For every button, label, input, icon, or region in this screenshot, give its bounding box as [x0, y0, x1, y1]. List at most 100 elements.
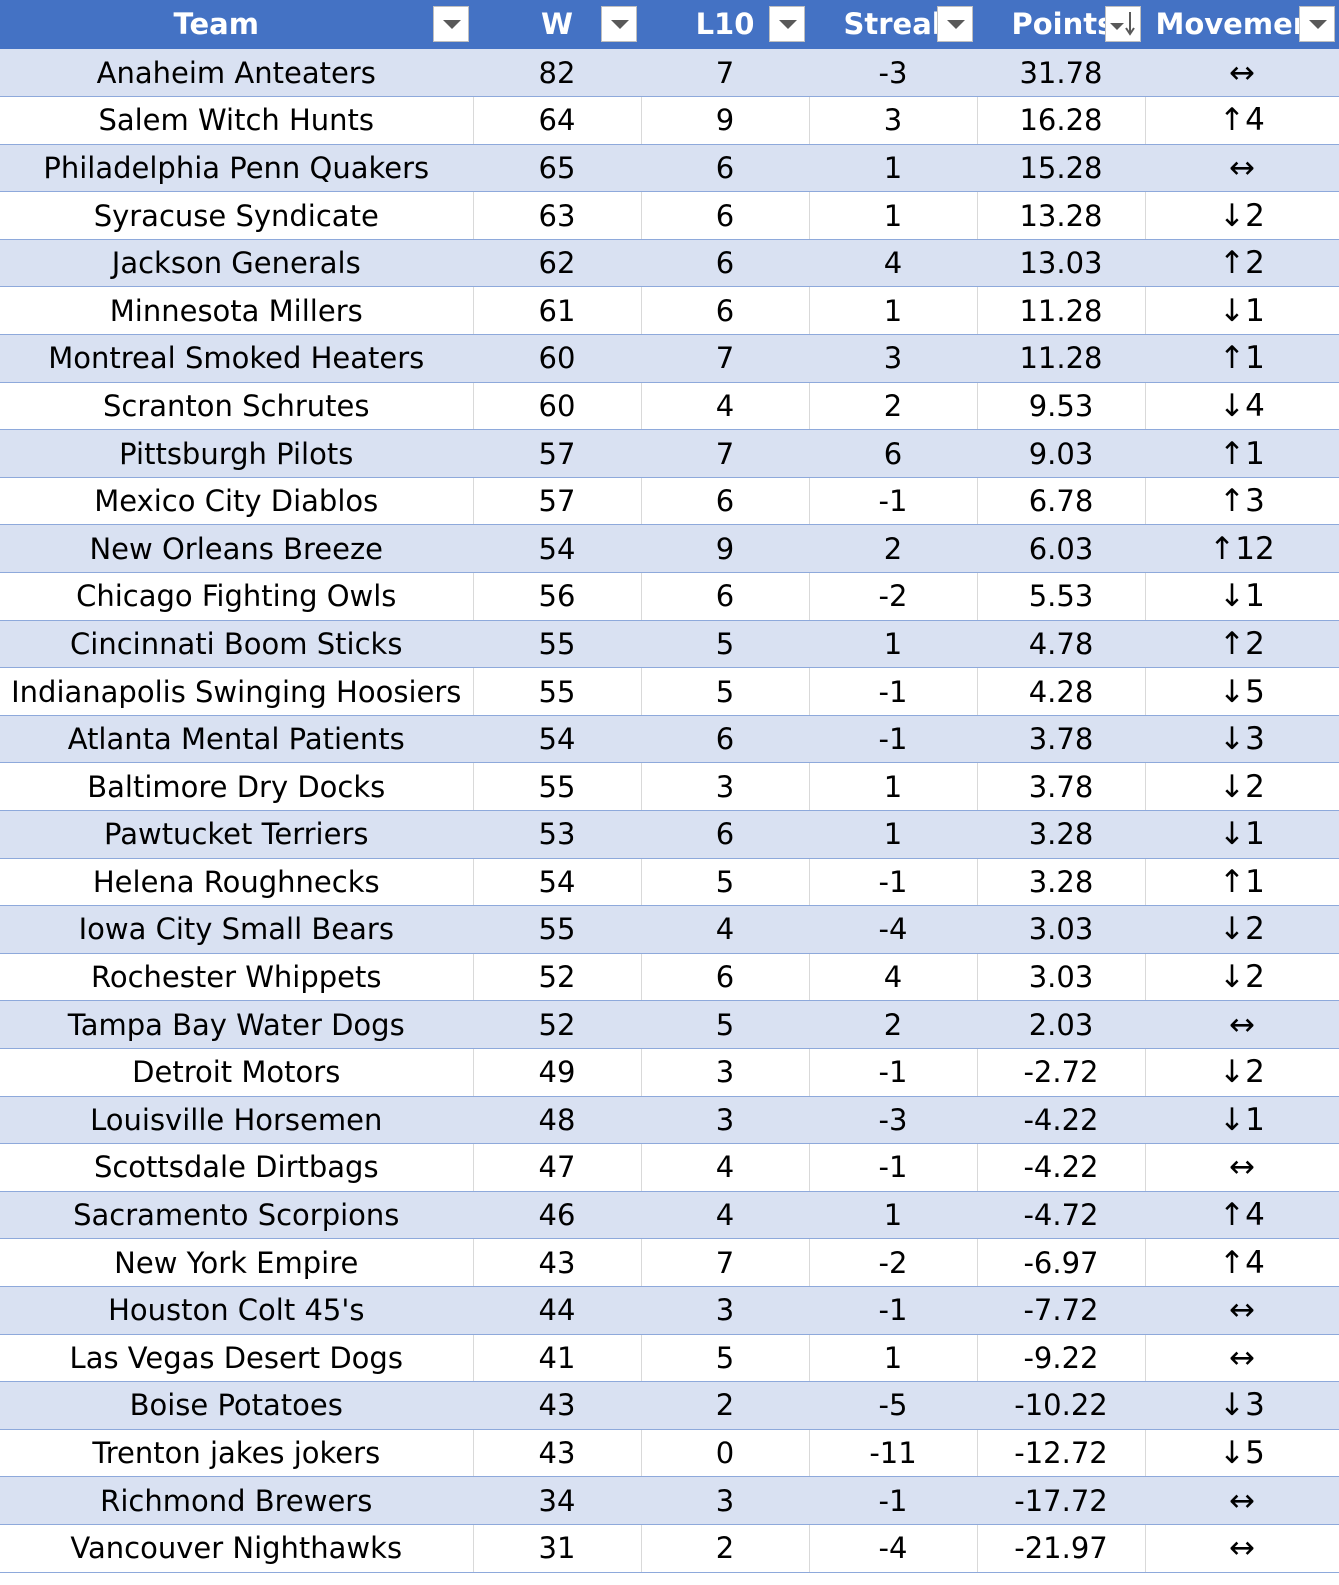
cell-streak[interactable]: 1: [809, 810, 978, 859]
table-row[interactable]: New York Empire 43 7 -2 -6.97 ↑4: [0, 1238, 1339, 1287]
cell-last-ten[interactable]: 6: [641, 715, 810, 764]
cell-movement[interactable]: ↑2: [1145, 239, 1339, 288]
cell-streak[interactable]: 1: [809, 286, 978, 336]
cell-team[interactable]: Syracuse Syndicate: [0, 191, 474, 240]
table-row[interactable]: Scranton Schrutes 60 4 2 9.53 ↓4: [0, 382, 1339, 431]
cell-team[interactable]: Scranton Schrutes: [0, 382, 474, 431]
cell-team[interactable]: Montreal Smoked Heaters: [0, 334, 474, 383]
cell-last-ten[interactable]: 5: [641, 858, 810, 907]
cell-movement[interactable]: ↔: [1145, 1524, 1339, 1573]
cell-team[interactable]: Houston Colt 45's: [0, 1286, 474, 1335]
filter-dropdown-icon[interactable]: [1298, 6, 1335, 42]
cell-wins[interactable]: 61: [473, 286, 642, 336]
cell-streak[interactable]: -1: [809, 858, 978, 907]
cell-points[interactable]: 3.28: [977, 858, 1146, 907]
cell-team[interactable]: Mexico City Diablos: [0, 477, 474, 526]
cell-last-ten[interactable]: 7: [641, 1238, 810, 1287]
cell-wins[interactable]: 43: [473, 1238, 642, 1287]
cell-movement[interactable]: ↔: [1145, 1143, 1339, 1192]
cell-last-ten[interactable]: 7: [641, 334, 810, 383]
cell-last-ten[interactable]: 3: [641, 762, 810, 811]
table-row[interactable]: Trenton jakes jokers 43 0 -11 -12.72 ↓5: [0, 1429, 1339, 1478]
cell-wins[interactable]: 52: [473, 953, 642, 1002]
cell-last-ten[interactable]: 5: [641, 620, 810, 669]
cell-wins[interactable]: 44: [473, 1286, 642, 1335]
cell-last-ten[interactable]: 6: [641, 286, 810, 336]
filter-dropdown-icon[interactable]: [768, 6, 805, 42]
cell-points[interactable]: 9.53: [977, 382, 1146, 431]
cell-wins[interactable]: 54: [473, 524, 642, 574]
cell-points[interactable]: 6.03: [977, 524, 1146, 574]
cell-movement[interactable]: ↓2: [1145, 1048, 1339, 1097]
table-row[interactable]: Salem Witch Hunts 64 9 3 16.28 ↑4: [0, 96, 1339, 145]
cell-movement[interactable]: ↓3: [1145, 715, 1339, 764]
cell-wins[interactable]: 43: [473, 1381, 642, 1430]
table-row[interactable]: Syracuse Syndicate 63 6 1 13.28 ↓2: [0, 191, 1339, 240]
cell-movement[interactable]: ↓2: [1145, 905, 1339, 954]
cell-movement[interactable]: ↔: [1145, 49, 1339, 98]
cell-points[interactable]: 3.03: [977, 905, 1146, 954]
table-row[interactable]: Helena Roughnecks 54 5 -1 3.28 ↑1: [0, 858, 1339, 907]
cell-points[interactable]: -10.22: [977, 1381, 1146, 1430]
cell-wins[interactable]: 63: [473, 191, 642, 240]
cell-streak[interactable]: 1: [809, 1191, 978, 1240]
filter-dropdown-icon[interactable]: [432, 6, 469, 42]
cell-points[interactable]: -21.97: [977, 1524, 1146, 1573]
table-row[interactable]: Las Vegas Desert Dogs 41 5 1 -9.22 ↔: [0, 1334, 1339, 1383]
cell-wins[interactable]: 54: [473, 858, 642, 907]
cell-movement[interactable]: ↑2: [1145, 620, 1339, 669]
cell-movement[interactable]: ↑1: [1145, 334, 1339, 383]
cell-streak[interactable]: 2: [809, 524, 978, 574]
cell-wins[interactable]: 64: [473, 96, 642, 145]
cell-team[interactable]: Indianapolis Swinging Hoosiers: [0, 667, 474, 716]
cell-streak[interactable]: -1: [809, 1286, 978, 1335]
cell-wins[interactable]: 65: [473, 144, 642, 193]
column-header-movement[interactable]: Movement: [1145, 0, 1339, 49]
cell-movement[interactable]: ↓1: [1145, 286, 1339, 336]
table-row[interactable]: Mexico City Diablos 57 6 -1 6.78 ↑3: [0, 477, 1339, 526]
table-row[interactable]: Atlanta Mental Patients 54 6 -1 3.78 ↓3: [0, 715, 1339, 764]
cell-last-ten[interactable]: 3: [641, 1096, 810, 1145]
cell-team[interactable]: Helena Roughnecks: [0, 858, 474, 907]
table-row[interactable]: Jackson Generals 62 6 4 13.03 ↑2: [0, 239, 1339, 288]
cell-points[interactable]: 13.28: [977, 191, 1146, 240]
cell-points[interactable]: 16.28: [977, 96, 1146, 145]
column-header-streak[interactable]: Streak: [809, 0, 978, 49]
cell-points[interactable]: 11.28: [977, 334, 1146, 383]
cell-streak[interactable]: 4: [809, 953, 978, 1002]
table-row[interactable]: Houston Colt 45's 44 3 -1 -7.72 ↔: [0, 1286, 1339, 1335]
cell-points[interactable]: -4.22: [977, 1143, 1146, 1192]
cell-last-ten[interactable]: 9: [641, 96, 810, 145]
cell-team[interactable]: Anaheim Anteaters: [0, 49, 474, 98]
cell-team[interactable]: Baltimore Dry Docks: [0, 762, 474, 811]
cell-movement[interactable]: ↑3: [1145, 477, 1339, 526]
cell-last-ten[interactable]: 6: [641, 239, 810, 288]
cell-streak[interactable]: 3: [809, 334, 978, 383]
cell-last-ten[interactable]: 6: [641, 572, 810, 621]
column-header-team[interactable]: Team: [0, 0, 474, 49]
cell-wins[interactable]: 60: [473, 334, 642, 383]
cell-wins[interactable]: 60: [473, 382, 642, 431]
cell-points[interactable]: 2.03: [977, 1000, 1146, 1049]
cell-streak[interactable]: -2: [809, 572, 978, 621]
cell-streak[interactable]: 2: [809, 1000, 978, 1049]
filter-dropdown-icon[interactable]: [600, 6, 637, 42]
cell-movement[interactable]: ↑4: [1145, 96, 1339, 145]
table-row[interactable]: Sacramento Scorpions 46 4 1 -4.72 ↑4: [0, 1191, 1339, 1240]
table-row[interactable]: Rochester Whippets 52 6 4 3.03 ↓2: [0, 953, 1339, 1002]
cell-team[interactable]: Las Vegas Desert Dogs: [0, 1334, 474, 1383]
table-row[interactable]: Minnesota Millers 61 6 1 11.28 ↓1: [0, 286, 1339, 336]
cell-movement[interactable]: ↔: [1145, 1476, 1339, 1525]
cell-team[interactable]: Iowa City Small Bears: [0, 905, 474, 954]
cell-streak[interactable]: -1: [809, 1143, 978, 1192]
cell-points[interactable]: 9.03: [977, 429, 1146, 478]
cell-team[interactable]: Atlanta Mental Patients: [0, 715, 474, 764]
cell-movement[interactable]: ↔: [1145, 144, 1339, 193]
cell-movement[interactable]: ↓5: [1145, 1429, 1339, 1478]
cell-points[interactable]: 3.03: [977, 953, 1146, 1002]
cell-wins[interactable]: 57: [473, 477, 642, 526]
cell-team[interactable]: Vancouver Nighthawks: [0, 1524, 474, 1573]
cell-points[interactable]: 3.28: [977, 810, 1146, 859]
cell-wins[interactable]: 41: [473, 1334, 642, 1383]
cell-points[interactable]: 13.03: [977, 239, 1146, 288]
